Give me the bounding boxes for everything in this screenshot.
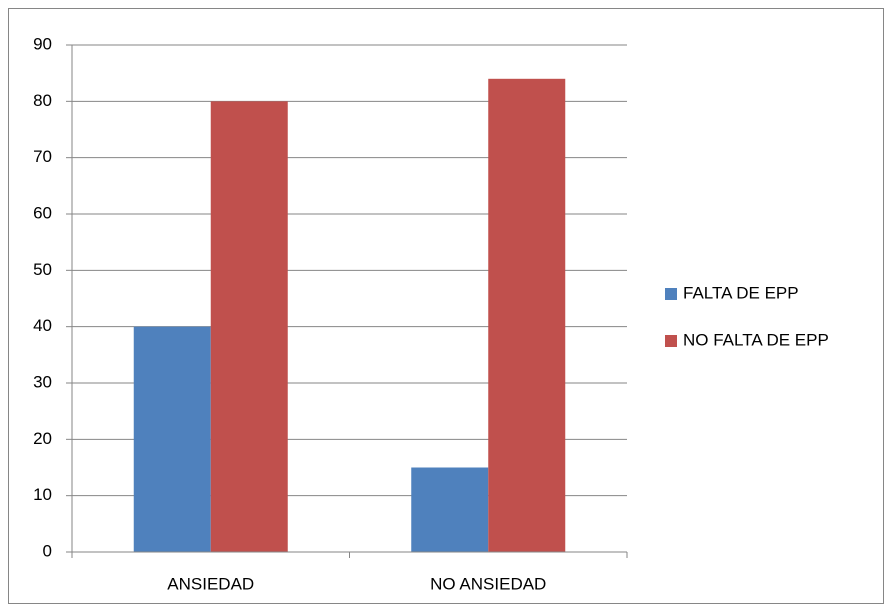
y-tick-label: 40 bbox=[33, 316, 52, 335]
legend-swatch bbox=[665, 288, 677, 300]
x-tick-label: ANSIEDAD bbox=[167, 574, 254, 593]
y-tick-label: 30 bbox=[33, 372, 52, 391]
legend-swatch bbox=[665, 335, 677, 347]
x-tick-label: NO ANSIEDAD bbox=[430, 574, 546, 593]
y-tick-label: 80 bbox=[33, 91, 52, 110]
y-tick-label: 60 bbox=[33, 203, 52, 222]
bar bbox=[210, 101, 288, 552]
y-tick-label: 0 bbox=[43, 541, 52, 560]
bar bbox=[488, 78, 566, 553]
legend-label: NO FALTA DE EPP bbox=[683, 330, 829, 349]
legend-label: FALTA DE EPP bbox=[683, 283, 799, 302]
y-tick-label: 50 bbox=[33, 260, 52, 279]
y-tick-label: 20 bbox=[33, 429, 52, 448]
bar bbox=[133, 326, 211, 552]
y-tick-label: 70 bbox=[33, 147, 52, 166]
bar bbox=[411, 467, 489, 552]
y-tick-label: 90 bbox=[33, 34, 52, 53]
y-tick-label: 10 bbox=[33, 485, 52, 504]
